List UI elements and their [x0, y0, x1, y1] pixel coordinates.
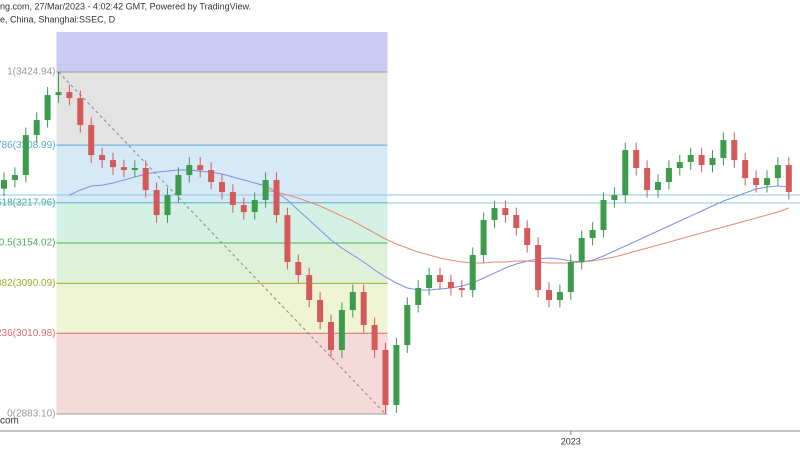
fib-level-label: 0.382(3090.09): [0, 278, 56, 289]
candle-body: [229, 192, 236, 206]
candle-body: [11, 175, 18, 181]
candle-body: [458, 288, 465, 291]
candle-body: [513, 215, 520, 229]
candle-body: [1, 180, 7, 189]
candle-body: [633, 150, 640, 169]
candles: [1, 72, 792, 414]
candle-body: [153, 190, 160, 216]
candle-body: [731, 140, 738, 161]
candle-body: [131, 168, 138, 171]
watermark: com: [0, 416, 19, 427]
candle-body: [764, 178, 770, 186]
moving-average: [265, 189, 789, 264]
fib-band: [56, 71, 388, 146]
candle-body: [382, 349, 389, 405]
candle-body: [273, 180, 280, 216]
candle-body: [66, 92, 73, 99]
candle-body: [44, 95, 51, 121]
candle-body: [426, 275, 433, 289]
candle-body: [600, 200, 607, 231]
candle-body: [33, 120, 40, 136]
candle-body: [240, 205, 247, 213]
candle-body: [393, 345, 400, 405]
candle-body: [55, 92, 62, 96]
candle-body: [687, 155, 694, 163]
fib-band: [56, 333, 388, 414]
candle-body: [753, 178, 760, 186]
candle-body: [480, 220, 487, 256]
x-tick-label: 2023: [561, 436, 581, 446]
candle-body: [404, 304, 411, 346]
candle-body: [556, 292, 563, 301]
candle-body: [524, 228, 531, 246]
fib-trend-line: [58, 71, 386, 415]
candle-body: [644, 168, 651, 191]
candle-body: [219, 182, 225, 193]
candle-body: [742, 160, 749, 179]
candle-body: [567, 262, 574, 293]
candle-body: [491, 208, 498, 221]
candle-body: [77, 98, 84, 126]
fib-level-label: 0.5(3154.02): [0, 238, 56, 249]
candle-body: [698, 155, 705, 166]
fib-level-label: 0(2883.10): [7, 409, 55, 420]
candle-body: [611, 195, 618, 201]
candle-body: [328, 322, 334, 350]
candle-body: [306, 275, 313, 301]
fib-retracement: 1(3424.94)0.786(3308.99)0.618(3217.96)0.…: [0, 32, 388, 420]
candle-body: [589, 230, 596, 239]
candle-body: [665, 168, 672, 183]
fib-band: [56, 32, 388, 72]
candle-body: [622, 150, 629, 196]
x-axis: 2023: [0, 430, 800, 446]
candle-body: [774, 165, 781, 179]
candle-body: [709, 158, 716, 166]
candle-body: [175, 175, 182, 196]
candle-body: [22, 135, 29, 176]
candle-body: [295, 262, 302, 276]
header-line: e, China, Shanghai:SSEC, D: [0, 14, 116, 24]
candle-body: [415, 288, 422, 305]
candle-body: [546, 290, 552, 301]
fib-band: [56, 283, 388, 334]
candle-body: [338, 310, 345, 350]
candle-body: [208, 170, 215, 183]
candle-body: [349, 292, 356, 311]
candle-body: [720, 140, 727, 159]
header-line: ng.com, 27/Mar/2023 - 4:02:42 GMT, Power…: [0, 1, 251, 11]
candle-body: [120, 167, 127, 171]
candle-body: [251, 200, 258, 213]
candle-body: [578, 238, 585, 263]
candle-body: [99, 155, 106, 161]
candle-body: [360, 292, 367, 326]
candle-body: [110, 160, 116, 168]
candle-body: [164, 195, 171, 216]
candle-body: [284, 215, 291, 263]
candle-body: [142, 168, 149, 191]
candle-body: [371, 325, 378, 350]
candle-body: [535, 245, 542, 291]
candle-body: [447, 282, 454, 289]
fib-level-label: 1(3424.94): [7, 67, 55, 78]
candle-body: [502, 208, 509, 216]
candle-body: [186, 165, 193, 176]
candle-body: [88, 125, 95, 156]
candle-body: [785, 165, 792, 193]
candle-body: [317, 300, 324, 323]
fib-band: [56, 202, 388, 243]
candle-body: [676, 162, 683, 169]
candle-body: [262, 180, 269, 201]
candle-body: [469, 255, 476, 291]
fib-band: [56, 242, 388, 284]
candle-body: [197, 165, 204, 171]
fib-level-label: 0.236(3010.98): [0, 328, 56, 339]
candle-body: [437, 275, 443, 283]
candle-body: [655, 182, 661, 191]
